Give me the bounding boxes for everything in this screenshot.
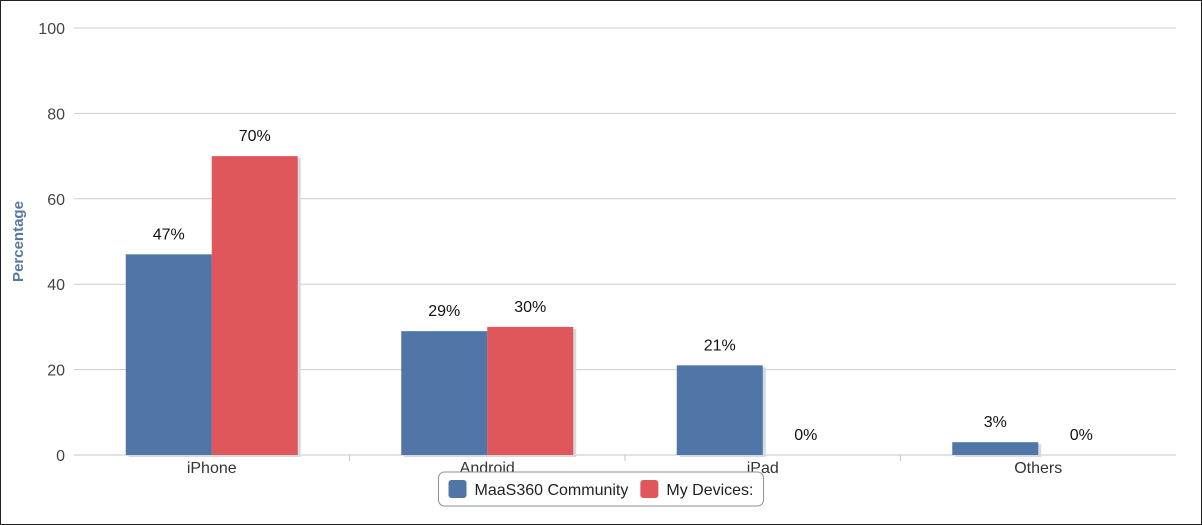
y-tick-label: 100 <box>38 21 65 38</box>
data-label: 0% <box>1070 427 1093 444</box>
legend-swatch <box>448 480 467 498</box>
data-label: 30% <box>514 299 546 316</box>
x-tick-label: iPhone <box>187 460 237 477</box>
legend-swatch <box>640 480 659 498</box>
x-tick-label: Others <box>1014 460 1062 477</box>
y-axis-title: Percentage <box>10 201 27 282</box>
bar <box>676 365 763 455</box>
y-tick-label: 40 <box>47 277 65 294</box>
data-label: 70% <box>239 128 271 145</box>
y-tick-label: 0 <box>56 448 65 465</box>
data-label: 21% <box>704 337 736 354</box>
y-tick-label: 20 <box>47 363 65 380</box>
legend-box <box>438 471 764 507</box>
bar <box>952 442 1039 455</box>
bar <box>125 254 212 455</box>
data-label: 0% <box>794 427 817 444</box>
bar <box>211 156 298 455</box>
y-tick-label: 60 <box>47 192 65 209</box>
legend-label: MaaS360 Community <box>475 482 629 499</box>
data-label: 29% <box>428 303 460 320</box>
y-tick-label: 80 <box>47 106 65 123</box>
data-label: 47% <box>153 226 185 243</box>
bar <box>401 331 488 455</box>
bar <box>487 326 574 455</box>
legend-label: My Devices: <box>666 482 753 499</box>
data-label: 3% <box>984 414 1007 431</box>
